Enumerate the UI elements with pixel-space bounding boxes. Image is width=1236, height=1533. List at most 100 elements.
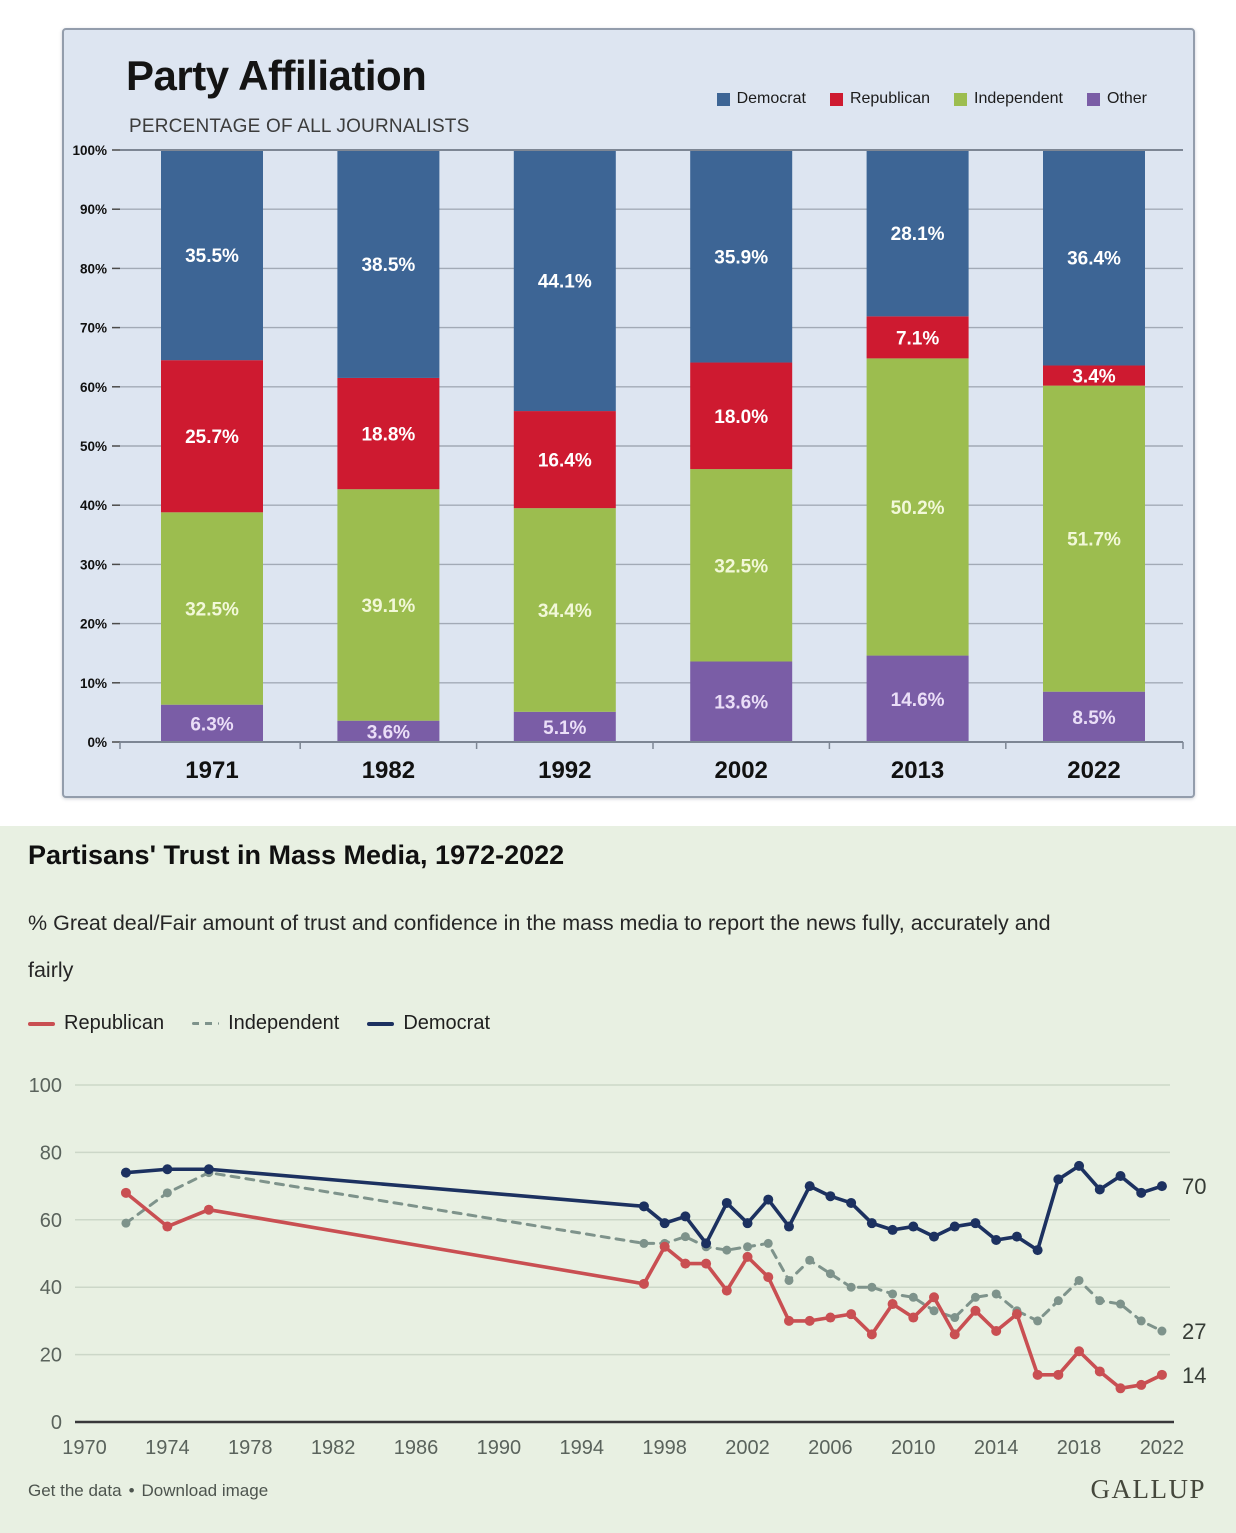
year-label: 2002 — [715, 757, 768, 784]
legend-item-independent: Independent — [954, 90, 1063, 108]
bar-segment-label: 32.5% — [185, 600, 239, 621]
y-tick-label: 60 — [40, 1210, 62, 1232]
legend-label: Independent — [974, 90, 1063, 107]
bar-segment-label: 6.3% — [190, 714, 233, 735]
bar-segment-label: 7.1% — [896, 328, 939, 349]
independent-point — [743, 1242, 753, 1252]
democrat-point — [1011, 1231, 1022, 1242]
line-plot: 0 20 40 60 80 100 1970 1974 1978 1982 1986 1990 1994… — [29, 1075, 1207, 1459]
republican-point — [742, 1251, 753, 1262]
party-affiliation-chart: Party Affiliation PERCENTAGE OF ALL JOUR… — [62, 28, 1195, 798]
democrat-point — [659, 1218, 670, 1229]
year-label: 1982 — [362, 757, 415, 784]
democrat-point — [203, 1164, 214, 1175]
republican-point — [162, 1221, 173, 1232]
democrat-point — [721, 1197, 732, 1208]
x-tick-label: 1982 — [311, 1437, 356, 1459]
y-tick-label: 90% — [80, 202, 107, 217]
x-tick-label: 2022 — [1140, 1437, 1185, 1459]
republican-point — [659, 1241, 670, 1252]
y-tick-label: 50% — [80, 439, 107, 454]
independent-point — [1157, 1326, 1167, 1336]
independent-segment — [866, 358, 969, 656]
y-tick-label: 100 — [29, 1075, 62, 1097]
republican-point — [1156, 1369, 1167, 1380]
x-tick-label: 2010 — [891, 1437, 936, 1459]
democrat-point — [742, 1218, 753, 1229]
download-image-link[interactable]: Download image — [141, 1481, 269, 1500]
bar-segment-label: 51.7% — [1067, 530, 1121, 551]
democrat-end-label: 70 — [1182, 1174, 1206, 1199]
year-label: 1992 — [538, 757, 591, 784]
independent-point — [162, 1188, 172, 1198]
legend-item-democrat: Democrat — [367, 1012, 490, 1035]
republican-point — [680, 1258, 691, 1269]
x-tick-label: 2006 — [808, 1437, 853, 1459]
x-tick-label: 1990 — [477, 1437, 522, 1459]
legend-item-republican: Republican — [829, 90, 930, 108]
republican-point — [1053, 1369, 1064, 1380]
democrat-point — [825, 1191, 836, 1202]
bar-segment-label: 5.1% — [543, 718, 586, 739]
republican-point — [1032, 1369, 1043, 1380]
x-tick-label: 2018 — [1057, 1437, 1102, 1459]
independent-point — [1136, 1316, 1146, 1326]
independent-swatch-icon — [954, 92, 967, 106]
democrat-point — [1115, 1170, 1126, 1181]
democrat-point — [1032, 1245, 1043, 1256]
republican-end-label: 14 — [1182, 1363, 1206, 1388]
republican-point — [970, 1305, 981, 1316]
republican-segment — [1043, 365, 1145, 386]
independent-point — [929, 1306, 939, 1316]
legend-label: Other — [1106, 90, 1147, 107]
democrat-point — [1136, 1187, 1147, 1198]
democrat-point — [929, 1231, 940, 1242]
independent-point — [846, 1282, 856, 1292]
y-tick-label: 0 — [51, 1412, 62, 1434]
bar-segment-label: 25.7% — [185, 427, 239, 448]
republican-point — [804, 1315, 815, 1326]
y-tick-label: 30% — [80, 557, 107, 572]
get-the-data-link[interactable]: Get the data — [28, 1481, 122, 1500]
independent-line — [124, 1171, 1164, 1333]
democrat-point — [866, 1218, 877, 1229]
independent-segment — [513, 508, 616, 712]
other-segment — [866, 655, 969, 742]
republican-point — [120, 1187, 131, 1198]
legend-label: Independent — [228, 1012, 340, 1034]
x-tick-label: 1970 — [62, 1437, 107, 1459]
republican-point — [825, 1312, 836, 1323]
democrat-point — [680, 1211, 691, 1222]
republican-segment — [161, 360, 263, 513]
bar-segment-label: 16.4% — [538, 451, 592, 472]
democrat-point — [887, 1224, 898, 1235]
bar-segment-label: 34.4% — [538, 601, 592, 622]
democrat-point — [908, 1221, 919, 1232]
x-tick-label: 1994 — [560, 1437, 605, 1459]
republican-point — [721, 1285, 732, 1296]
independent-point — [121, 1218, 131, 1228]
republican-segment — [866, 316, 969, 359]
x-tick-label: 1998 — [642, 1437, 687, 1459]
y-tick-label: 60% — [80, 380, 107, 395]
democrat-point — [638, 1201, 649, 1212]
republican-segment — [337, 377, 440, 490]
republican-point — [783, 1315, 794, 1326]
other-swatch-icon — [1086, 92, 1100, 106]
republican-line — [124, 1191, 1164, 1391]
republican-point — [1115, 1383, 1126, 1394]
bar-segment-label: 18.0% — [714, 407, 768, 428]
independent-end-label: 27 — [1182, 1319, 1206, 1344]
other-segment — [337, 720, 440, 742]
independent-point — [867, 1282, 877, 1292]
independent-point — [888, 1289, 898, 1299]
republican-point — [203, 1204, 214, 1215]
republican-segment — [690, 362, 793, 470]
republican-swatch-icon — [829, 92, 843, 106]
republican-point — [991, 1326, 1002, 1337]
independent-segment — [1043, 385, 1145, 692]
democrat-point — [162, 1164, 173, 1175]
bar-segment-label: 28.1% — [891, 224, 945, 245]
x-tick-label: 1978 — [228, 1437, 273, 1459]
democrat-point — [763, 1194, 774, 1205]
